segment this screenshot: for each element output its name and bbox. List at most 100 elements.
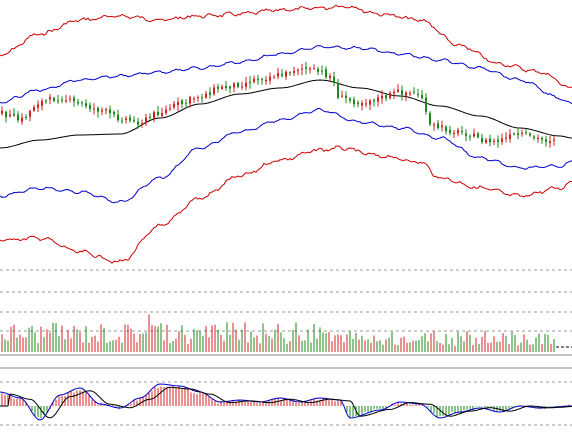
- macd-dif-line: [0, 383, 572, 421]
- candle-body: [65, 100, 67, 102]
- candle-body: [553, 139, 555, 141]
- candle-body: [53, 98, 55, 101]
- candle-body: [329, 75, 331, 78]
- candle-body: [425, 97, 427, 112]
- candle-body: [297, 69, 299, 71]
- candle-body: [293, 71, 295, 73]
- candle-body: [37, 104, 39, 108]
- candle-body: [85, 103, 87, 107]
- candle-body: [277, 73, 279, 77]
- candle-body: [173, 103, 175, 108]
- candle-body: [93, 108, 95, 110]
- candle-body: [469, 136, 471, 138]
- candle-body: [345, 95, 347, 98]
- candle-body: [97, 108, 99, 112]
- candle-body: [177, 102, 179, 105]
- candle-body: [537, 138, 539, 139]
- candle-body: [409, 93, 411, 94]
- candle-body: [245, 82, 247, 87]
- candle-body: [233, 83, 235, 88]
- candle-body: [101, 110, 103, 112]
- candle-body: [81, 102, 83, 104]
- candle-body: [437, 123, 439, 128]
- candle-body: [129, 117, 131, 121]
- candle-body: [273, 77, 275, 79]
- candle-body: [49, 97, 51, 100]
- candle-body: [281, 73, 283, 76]
- moving-average-line: [0, 79, 572, 149]
- candle-body: [133, 120, 135, 122]
- candle-body: [493, 141, 495, 142]
- candle-body: [397, 89, 399, 92]
- candle-body: [117, 114, 119, 121]
- inner-band-upper-line: [0, 45, 572, 105]
- candle-body: [433, 124, 435, 126]
- candle-body: [9, 114, 11, 117]
- candle-body: [161, 113, 163, 116]
- candle-body: [257, 78, 259, 80]
- candle-body: [269, 76, 271, 81]
- candle-body: [521, 133, 523, 134]
- candle-body: [353, 99, 355, 105]
- candle-body: [541, 138, 543, 140]
- candle-body: [225, 85, 227, 88]
- candle-body: [453, 132, 455, 134]
- candle-body: [113, 112, 115, 115]
- candle-body: [41, 101, 43, 106]
- candle-body: [105, 109, 107, 111]
- candle-body: [25, 117, 27, 118]
- price-panel: [0, 4, 572, 264]
- candle-body: [165, 109, 167, 113]
- candle-body: [401, 90, 403, 95]
- candle-body: [153, 112, 155, 119]
- panel-separators: [0, 269, 572, 426]
- candle-body: [393, 91, 395, 94]
- candle-body: [189, 97, 191, 104]
- candle-body: [509, 134, 511, 139]
- candle-body: [441, 125, 443, 128]
- candle-body: [373, 100, 375, 101]
- candle-body: [21, 117, 23, 122]
- candle-body: [525, 132, 527, 134]
- macd-panel: [0, 383, 572, 421]
- candle-body: [309, 68, 311, 70]
- candle-body: [465, 133, 467, 136]
- candle-body: [413, 91, 415, 93]
- candle-body: [417, 93, 419, 95]
- candle-body: [285, 71, 287, 77]
- candle-body: [73, 97, 75, 102]
- candle-body: [301, 68, 303, 70]
- candle-body: [445, 126, 447, 132]
- candle-body: [361, 103, 363, 106]
- macd-dea-line: [0, 386, 572, 419]
- candle-body: [497, 139, 499, 142]
- candle-body: [217, 86, 219, 89]
- candle-body: [321, 70, 323, 72]
- candle-body: [33, 107, 35, 111]
- candle-body: [533, 136, 535, 138]
- outer-band-lower-line: [0, 145, 572, 264]
- candle-body: [265, 79, 267, 82]
- candle-body: [121, 120, 123, 122]
- candle-body: [193, 98, 195, 100]
- candle-body: [169, 108, 171, 110]
- candle-body: [205, 93, 207, 98]
- candle-body: [457, 130, 459, 134]
- candle-body: [305, 67, 307, 69]
- volume-panel: [1, 314, 572, 352]
- candle-body: [485, 139, 487, 143]
- candle-body: [149, 116, 151, 118]
- candle-body: [145, 117, 147, 124]
- candle-body: [429, 113, 431, 125]
- candles: [1, 61, 555, 148]
- candle-body: [89, 105, 91, 109]
- candle-body: [449, 129, 451, 133]
- candle-body: [61, 99, 63, 101]
- candle-body: [325, 69, 327, 78]
- candle-body: [489, 138, 491, 143]
- candle-body: [13, 113, 15, 116]
- candle-body: [513, 133, 515, 135]
- candle-body: [405, 92, 407, 96]
- candle-body: [549, 141, 551, 143]
